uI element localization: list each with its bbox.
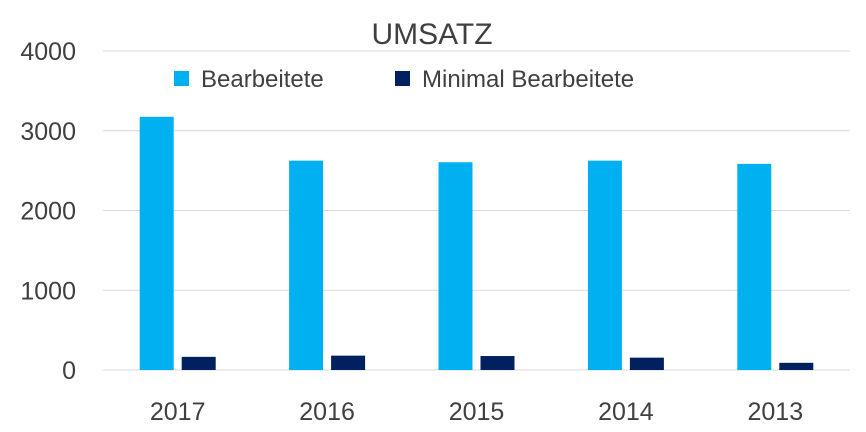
y-tick-label: 1000	[20, 277, 76, 305]
legend: Bearbeitete Minimal Bearbeitete	[174, 66, 634, 93]
x-tick-label: 2014	[598, 398, 654, 426]
bar-bearbeitete-2017	[139, 116, 174, 370]
legend-label: Bearbeitete	[201, 66, 324, 93]
y-axis-ticks: 0 1000 2000 3000 4000	[20, 38, 76, 385]
bar-minimal-bearbeitete-2013	[779, 362, 814, 370]
y-tick-label: 0	[62, 357, 76, 385]
gridlines	[103, 50, 850, 371]
x-tick-label: 2015	[449, 398, 505, 426]
legend-label: Minimal Bearbeitete	[422, 66, 634, 93]
bar-bearbeitete-2016	[289, 160, 324, 370]
y-tick-label: 3000	[20, 118, 76, 146]
bar-minimal-bearbeitete-2017	[181, 356, 216, 370]
bar-minimal-bearbeitete-2016	[331, 355, 366, 370]
y-tick-label: 4000	[20, 38, 76, 66]
chart-title: UMSATZ	[371, 18, 492, 51]
x-tick-label: 2013	[747, 398, 803, 426]
x-tick-label: 2016	[299, 398, 355, 426]
bar-bearbeitete-2015	[438, 162, 473, 370]
bar-bearbeitete-2013	[737, 163, 772, 370]
bar-minimal-bearbeitete-2015	[480, 356, 515, 370]
bars	[139, 116, 814, 370]
x-tick-label: 2017	[150, 398, 206, 426]
bar-minimal-bearbeitete-2014	[629, 357, 664, 370]
bar-bearbeitete-2014	[587, 160, 622, 370]
x-axis-ticks: 2017 2016 2015 2014 2013	[150, 398, 803, 426]
legend-swatch	[395, 71, 410, 86]
legend-swatch	[174, 71, 189, 86]
y-tick-label: 2000	[20, 198, 76, 226]
